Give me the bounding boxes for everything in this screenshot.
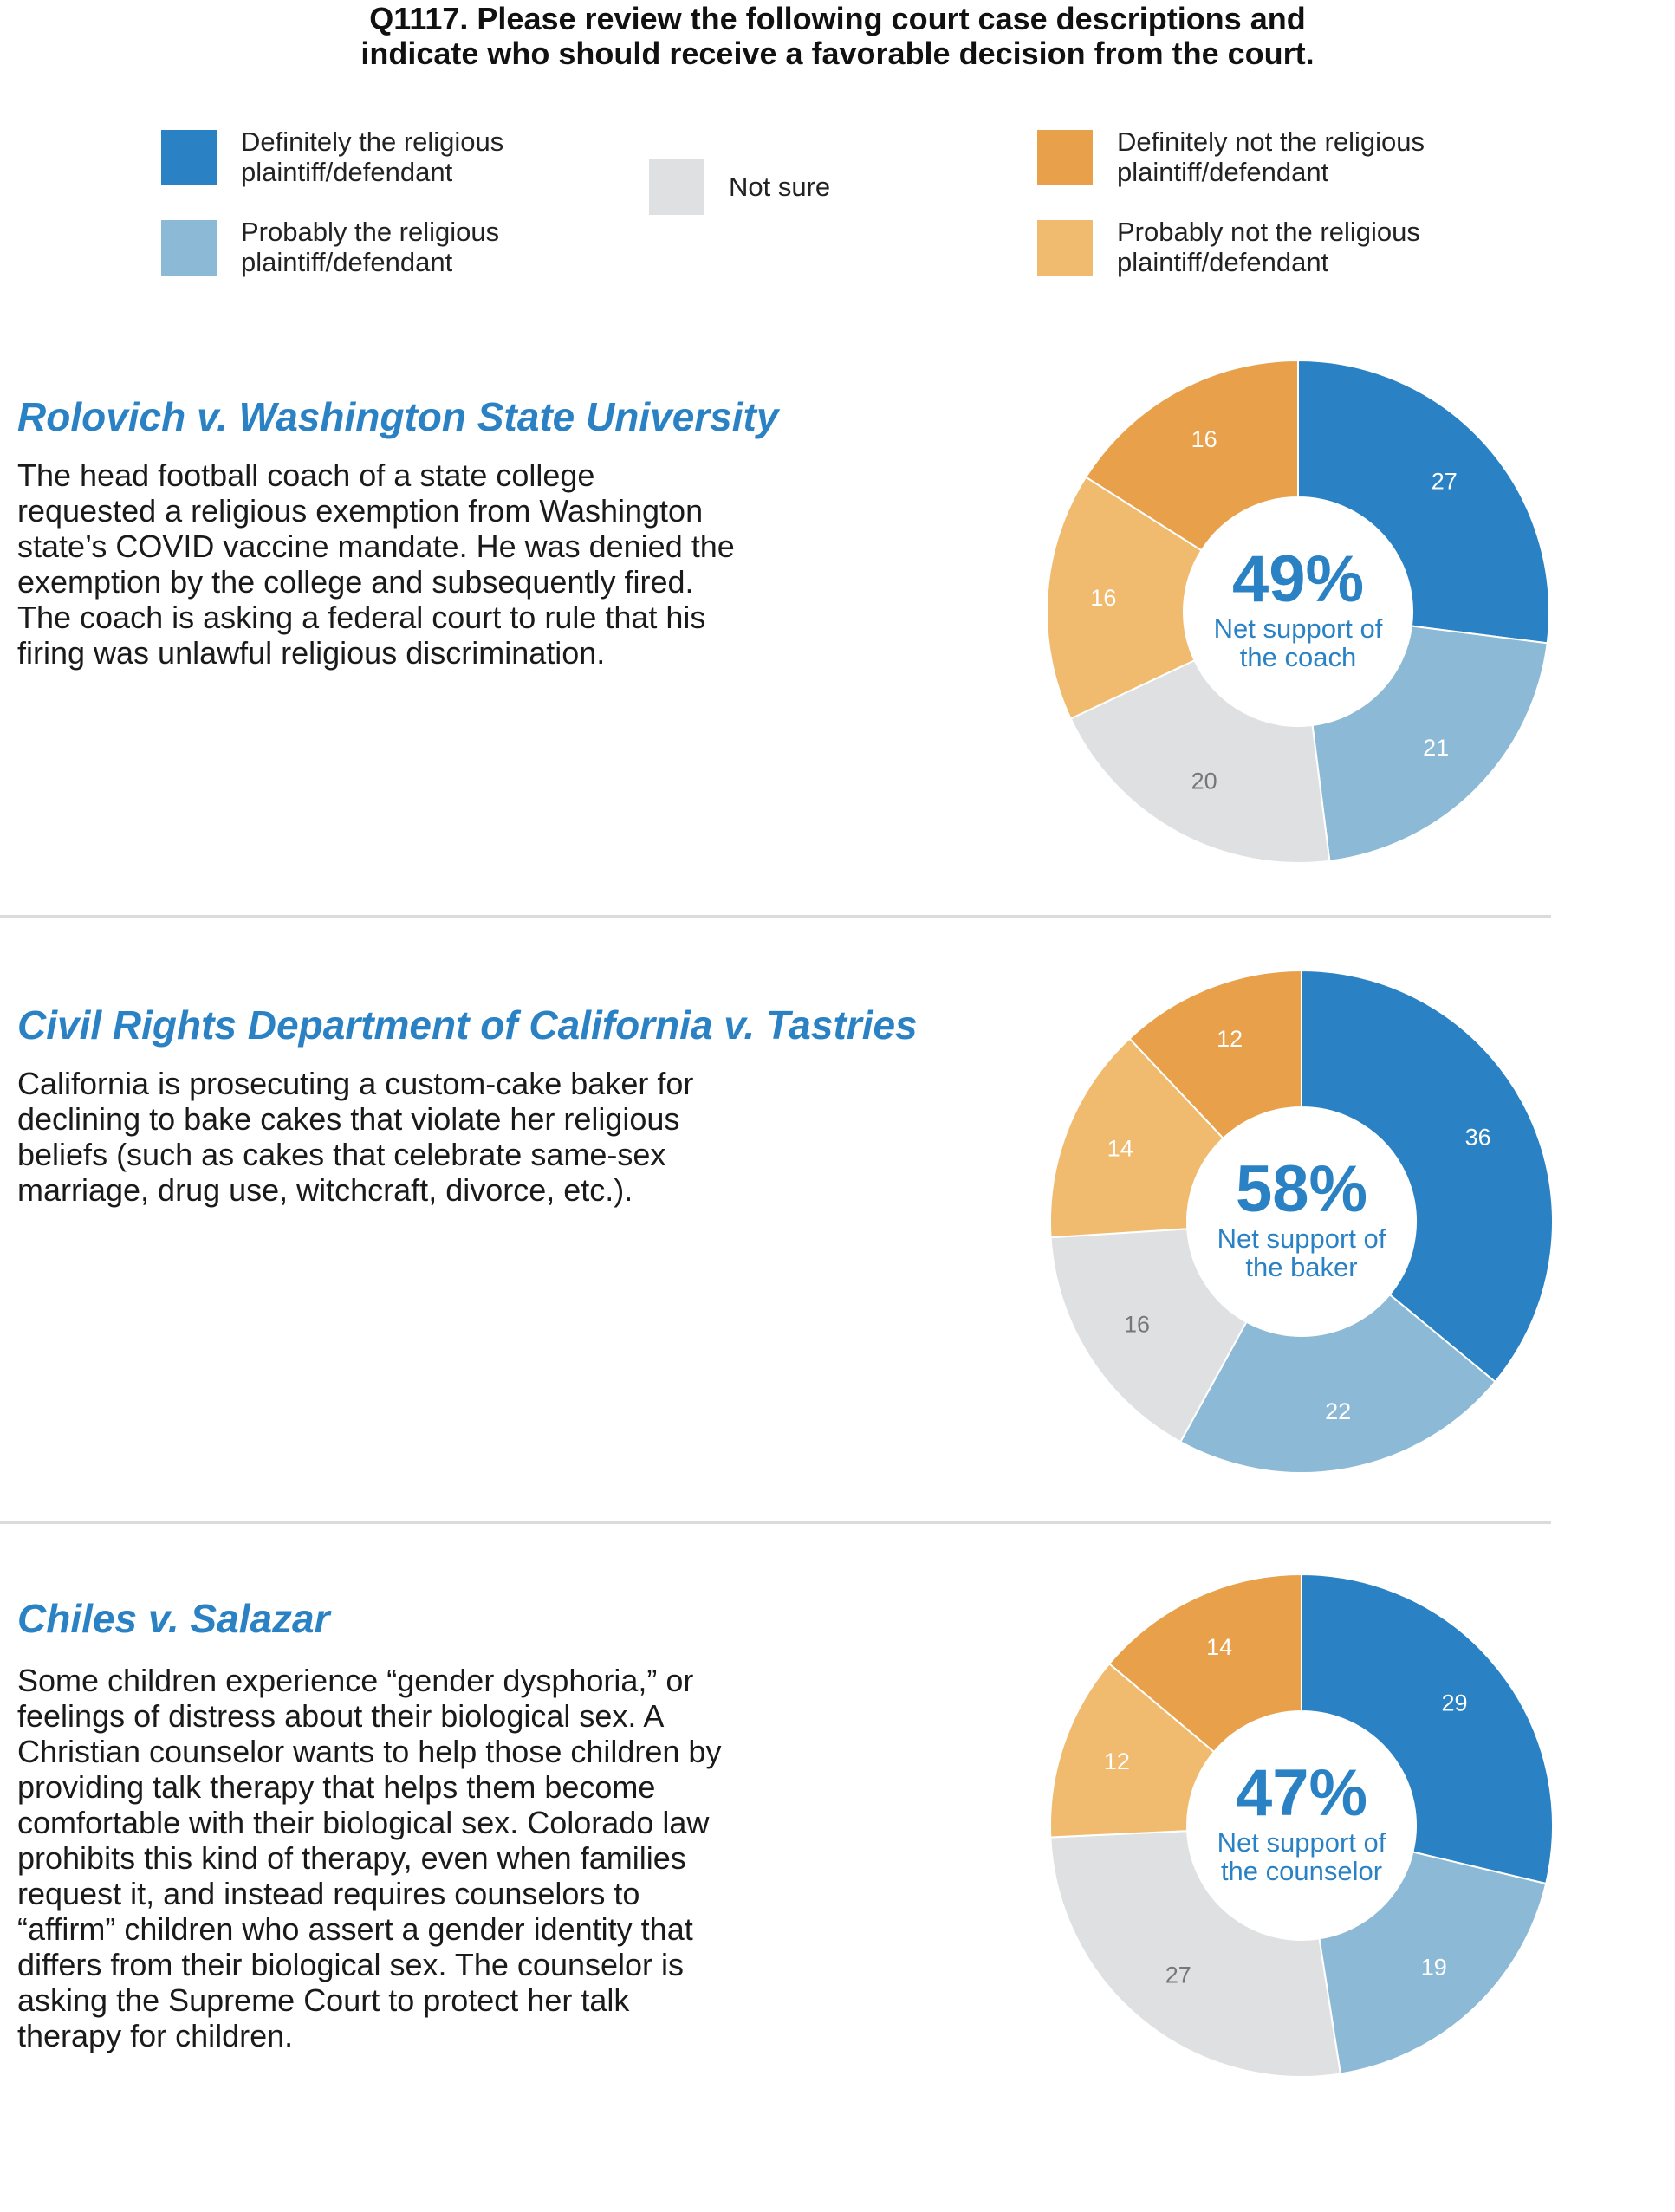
net-support-value: 49% [1232, 542, 1364, 616]
case-description-line: differs from their biological sex. The c… [17, 1947, 685, 1982]
case-description-line: comfortable with their biological sex. C… [17, 1805, 710, 1840]
slice-value-label-not-sure: 27 [1165, 1962, 1191, 1988]
case-description-line: marriage, drug use, witchcraft, divorce,… [17, 1172, 633, 1208]
donut-slice-definitely-yes [1297, 359, 1550, 645]
donut-slice-definitely-yes [1301, 1573, 1554, 1885]
case-description-line: firing was unlawful religious discrimina… [17, 635, 606, 671]
donut-slice-definitely-no [1128, 969, 1302, 1140]
case-description-line: feelings of distress about their biologi… [17, 1698, 665, 1734]
donut-slice-definitely-yes [1301, 969, 1554, 1384]
legend-label-definitely-yes-line2: plaintiff/defendant [241, 157, 453, 187]
case-description-line: state’s COVID vaccine mandate. He was de… [17, 529, 735, 564]
donut-slice-not-sure [1049, 1228, 1248, 1443]
legend-label-probably-yes-line2: plaintiff/defendant [241, 247, 453, 277]
net-support-label-line2: the coach [1240, 642, 1356, 672]
case-description-chiles: Some children experience “gender dysphor… [17, 1663, 884, 2053]
case-description-tastries: California is prosecuting a custom-cake … [17, 1066, 884, 1208]
case-description-line: beliefs (such as cakes that celebrate sa… [17, 1137, 666, 1172]
legend-swatch-definitely-no [1037, 130, 1093, 185]
donut-slice-definitely-no [1107, 1573, 1302, 1754]
case-title-chiles: Chiles v. Salazar [17, 1596, 330, 1641]
net-support-label-line1: Net support of [1217, 1223, 1386, 1254]
chart-title-line1: Q1117. Please review the following court… [369, 1, 1306, 36]
case-description-line: exemption by the college and subsequentl… [17, 564, 694, 600]
case-description-line: The head football coach of a state colle… [17, 457, 595, 493]
case-description-line: providing talk therapy that helps them b… [17, 1769, 656, 1805]
donut-slice-probably-no [1049, 1662, 1216, 1839]
net-support-value: 47% [1236, 1756, 1367, 1830]
donut-slice-probably-no [1046, 476, 1203, 720]
slice-value-label-definitely-no: 16 [1191, 426, 1217, 452]
slice-value-label-definitely-yes: 29 [1442, 1690, 1468, 1716]
case-description-line: therapy for children. [17, 2018, 294, 2053]
legend-label-not-sure: Not sure [729, 172, 831, 202]
slice-value-label-probably-no: 16 [1090, 585, 1116, 611]
legend-label-probably-no-line1: Probably not the religious [1117, 217, 1420, 247]
case-title-rolovich: Rolovich v. Washington State University [17, 394, 779, 439]
legend-swatch-definitely-yes [161, 130, 217, 185]
legend-label-definitely-no-line1: Definitely not the religious [1117, 126, 1425, 157]
legend-label-probably-no-line2: plaintiff/defendant [1117, 247, 1329, 277]
slice-value-label-probably-yes: 19 [1421, 1954, 1447, 1980]
slice-value-label-not-sure: 20 [1191, 768, 1217, 794]
slice-value-label-definitely-no: 14 [1206, 1634, 1232, 1660]
case-description-line: prohibits this kind of therapy, even whe… [17, 1840, 686, 1876]
legend-label-definitely-no-line2: plaintiff/defendant [1117, 157, 1329, 187]
case-description-line: asking the Supreme Court to protect her … [17, 1982, 630, 2018]
case-description-line: declining to bake cakes that violate her… [17, 1101, 680, 1137]
legend-label-probably-yes-line1: Probably the religious [241, 217, 500, 247]
donut-slice-not-sure [1049, 1830, 1342, 2078]
case-description-rolovich: The head football coach of a state colle… [17, 457, 884, 671]
case-description-line: California is prosecuting a custom-cake … [17, 1066, 694, 1101]
donut-slice-probably-yes [1318, 1851, 1548, 2075]
case-description-line: “affirm” children who assert a gender id… [17, 1911, 693, 1947]
slice-value-label-definitely-yes: 27 [1432, 468, 1458, 494]
donut-slice-definitely-no [1084, 359, 1299, 552]
case-description-line: request it, and instead requires counsel… [17, 1876, 640, 1911]
case-description-line: The coach is asking a federal court to r… [17, 600, 706, 635]
legend-swatch-probably-yes [161, 220, 217, 276]
case-description-line: Christian counselor wants to help those … [17, 1734, 722, 1769]
net-support-label-line1: Net support of [1217, 1827, 1386, 1858]
slice-value-label-probably-yes: 21 [1423, 735, 1449, 761]
net-support-value: 58% [1236, 1152, 1367, 1226]
slice-value-label-probably-yes: 22 [1325, 1398, 1351, 1424]
slice-value-label-probably-no: 14 [1107, 1135, 1133, 1161]
section-divider [0, 915, 1551, 918]
donut-slice-probably-no [1049, 1037, 1225, 1239]
donut-slice-probably-yes [1311, 625, 1548, 862]
section-divider [0, 1521, 1551, 1524]
legend-swatch-probably-no [1037, 220, 1093, 276]
slice-value-label-definitely-yes: 36 [1465, 1124, 1491, 1150]
case-description-line: requested a religious exemption from Was… [17, 493, 704, 529]
case-title-tastries: Civil Rights Department of California v.… [17, 1002, 918, 1048]
legend-swatch-not-sure [649, 159, 704, 215]
donut-slice-probably-yes [1178, 1293, 1496, 1474]
net-support-label-line2: the counselor [1221, 1856, 1382, 1886]
chart-title-line2: indicate who should receive a favorable … [360, 36, 1315, 71]
slice-value-label-definitely-no: 12 [1217, 1026, 1243, 1052]
slice-value-label-probably-no: 12 [1104, 1748, 1130, 1774]
donut-slice-not-sure [1069, 658, 1331, 864]
legend-label-definitely-yes-line1: Definitely the religious [241, 126, 504, 157]
net-support-label-line1: Net support of [1214, 613, 1383, 644]
net-support-label-line2: the baker [1245, 1252, 1357, 1282]
chart-title: Q1117. Please review the following court… [0, 2, 1675, 71]
case-description-line: Some children experience “gender dysphor… [17, 1663, 694, 1698]
slice-value-label-not-sure: 16 [1124, 1312, 1150, 1338]
